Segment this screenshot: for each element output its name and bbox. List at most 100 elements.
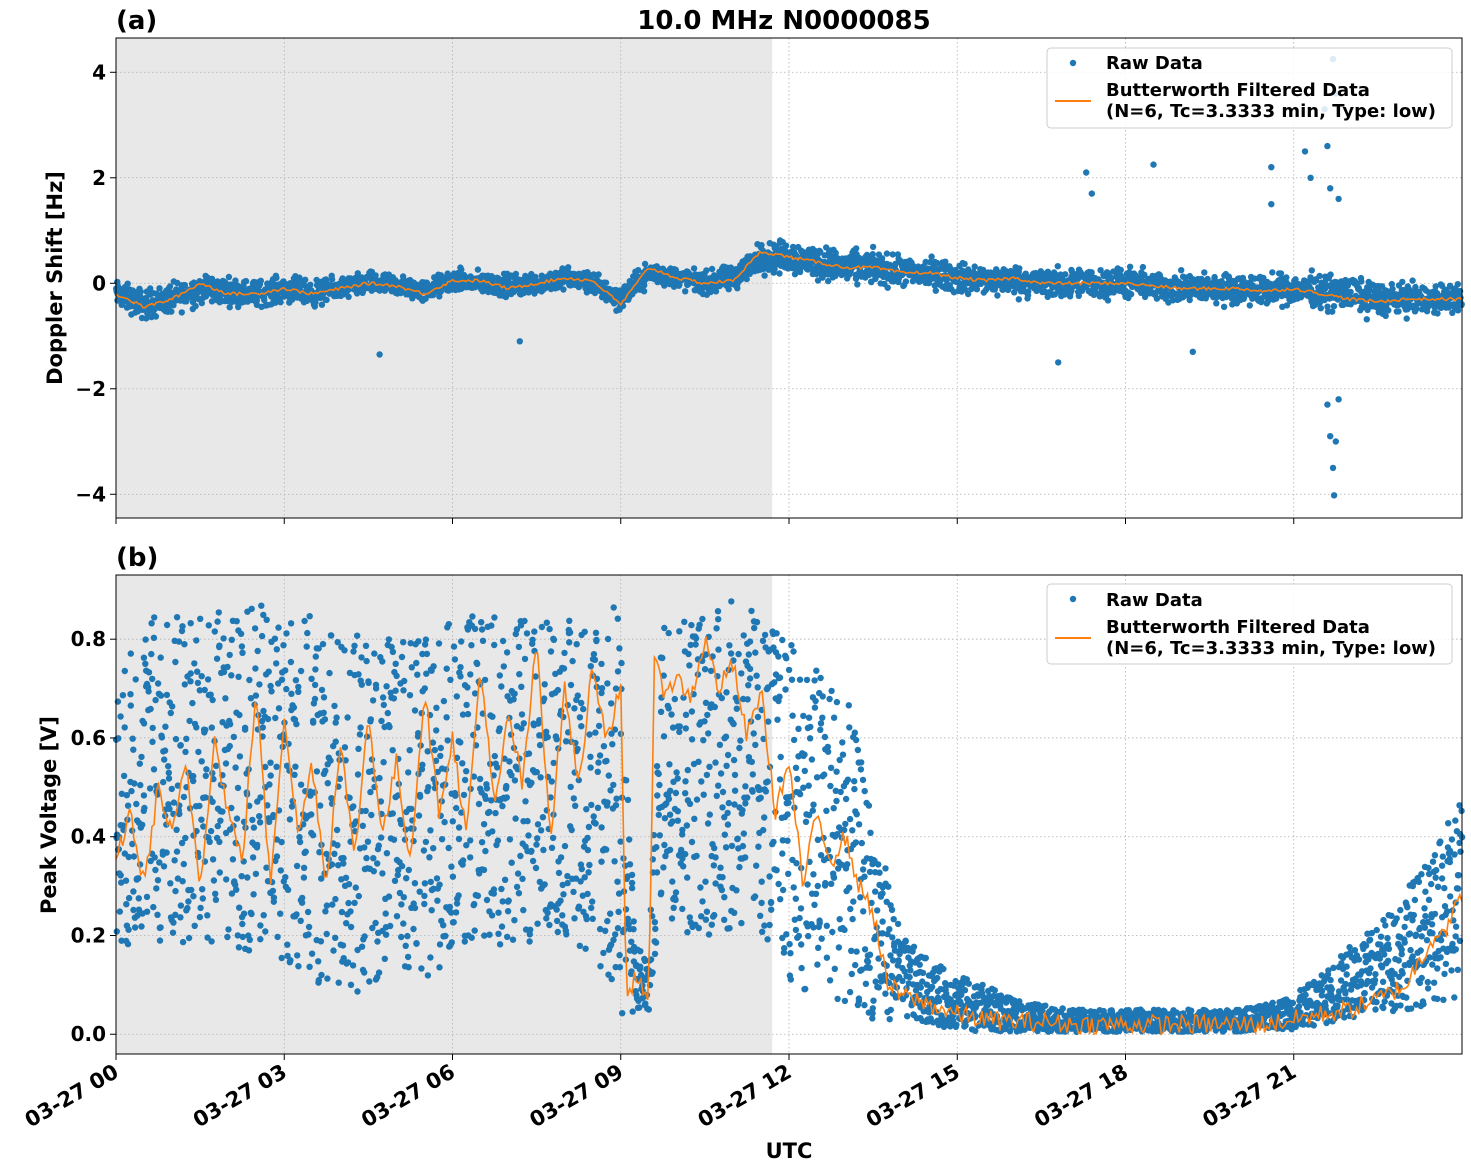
raw-point	[351, 642, 358, 649]
raw-point	[934, 259, 941, 267]
raw-point	[379, 870, 386, 877]
raw-point	[427, 878, 434, 886]
raw-point	[400, 687, 407, 694]
raw-point	[422, 295, 429, 302]
panel-a-legend-box	[1046, 47, 1453, 129]
raw-point	[306, 963, 313, 970]
raw-point	[605, 772, 612, 779]
raw-point	[121, 724, 128, 731]
raw-point	[452, 909, 460, 916]
raw-point	[610, 604, 617, 611]
raw-point	[257, 922, 264, 929]
raw-point	[469, 613, 476, 620]
raw-point	[1382, 312, 1389, 320]
raw-point	[672, 789, 680, 797]
raw-point	[222, 760, 230, 767]
raw-point	[208, 724, 215, 731]
raw-point	[588, 904, 595, 912]
raw-point	[486, 931, 493, 938]
raw-point	[288, 803, 296, 810]
raw-point	[283, 630, 290, 637]
raw-point	[354, 771, 362, 778]
y-tick-label: −2	[75, 377, 106, 401]
raw-point	[548, 778, 555, 785]
raw-point	[569, 657, 576, 665]
raw-point	[362, 807, 369, 815]
raw-point	[421, 900, 428, 908]
raw-point	[645, 1006, 652, 1013]
raw-point	[672, 889, 680, 896]
raw-point	[236, 753, 244, 760]
raw-point	[1204, 275, 1211, 283]
raw-point	[561, 649, 568, 657]
raw-point	[179, 878, 186, 885]
raw-point	[188, 886, 195, 894]
raw-point	[1097, 267, 1104, 274]
raw-point-outlier	[1332, 438, 1340, 445]
raw-point	[498, 683, 505, 690]
raw-point	[587, 663, 594, 670]
raw-point	[854, 281, 861, 288]
raw-point	[704, 711, 711, 719]
raw-point	[703, 908, 711, 915]
raw-point	[671, 695, 678, 703]
raw-point	[193, 724, 200, 731]
raw-point	[206, 838, 213, 845]
raw-point	[533, 841, 540, 848]
raw-point	[566, 629, 574, 636]
raw-point	[503, 794, 510, 801]
raw-point	[410, 925, 417, 933]
raw-point	[317, 802, 324, 809]
raw-point	[566, 617, 573, 624]
raw-point	[210, 877, 218, 884]
raw-point	[331, 702, 338, 710]
raw-point	[702, 878, 709, 885]
raw-point	[405, 769, 412, 776]
raw-point	[696, 621, 703, 628]
raw-point	[590, 271, 597, 278]
raw-point	[821, 252, 828, 259]
raw-point	[584, 834, 591, 842]
raw-point	[614, 668, 622, 675]
raw-point	[1127, 291, 1135, 298]
raw-point	[262, 928, 269, 935]
raw-point	[550, 636, 558, 643]
raw-point	[554, 928, 561, 936]
panel-a-legend-filtered-params: (N=6, Tc=3.3333 min, Type: low)	[1106, 101, 1436, 122]
raw-point	[652, 925, 659, 933]
raw-point	[377, 834, 385, 841]
raw-point	[148, 620, 155, 627]
raw-point	[574, 745, 581, 753]
raw-point	[453, 693, 460, 700]
raw-point	[782, 242, 790, 249]
raw-point	[932, 287, 939, 294]
raw-point	[674, 775, 681, 782]
panel-b-label: (b)	[116, 543, 158, 573]
raw-point	[340, 854, 347, 862]
raw-point	[483, 785, 491, 792]
raw-point	[430, 663, 437, 670]
raw-point	[303, 643, 310, 650]
raw-point	[358, 654, 365, 661]
raw-point	[208, 938, 215, 945]
raw-point	[679, 831, 686, 838]
raw-point	[148, 650, 155, 658]
raw-point	[488, 622, 495, 629]
raw-point	[311, 789, 318, 796]
raw-point	[404, 953, 412, 961]
raw-point	[590, 651, 598, 658]
raw-point	[651, 919, 658, 926]
raw-point	[318, 971, 325, 979]
raw-point	[869, 243, 877, 251]
raw-point	[576, 714, 584, 721]
raw-point	[561, 842, 569, 850]
raw-point	[902, 278, 910, 285]
raw-point	[564, 879, 571, 887]
raw-point	[666, 811, 674, 818]
raw-point	[190, 893, 197, 900]
raw-point	[565, 264, 572, 271]
raw-point	[411, 707, 419, 714]
raw-point	[179, 938, 187, 946]
raw-point	[928, 253, 935, 260]
